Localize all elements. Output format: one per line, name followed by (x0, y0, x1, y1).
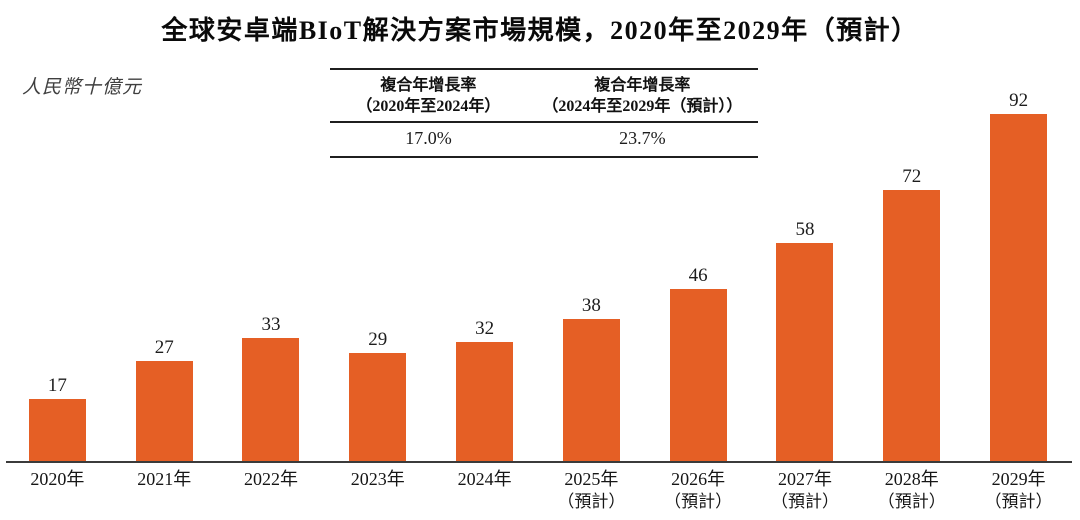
x-axis-year: 2024年 (457, 469, 512, 489)
x-axis-note: （預計） (984, 491, 1053, 511)
bar (456, 342, 514, 463)
cagr-table-mid-rule (330, 121, 758, 123)
bar (349, 353, 407, 463)
cagr-header-2020-2024: 複合年增長率 （2020年至2024年） (330, 75, 527, 117)
chart-column: 92 (965, 80, 1072, 463)
chart-column: 46 (645, 80, 752, 463)
y-axis-unit-label: 人民幣十億元 (22, 77, 143, 98)
cagr-table-value-row: 17.0% 23.7% (330, 123, 758, 157)
x-axis-year: 2025年 (564, 469, 619, 489)
chart-column: 38 (538, 80, 645, 463)
x-axis-label: 2027年 （預計） (752, 468, 859, 512)
cagr-value-2024-2029: 23.7% (619, 127, 666, 148)
x-axis-labels: 2020年 2021年 2022年 2023年 2024年 2025年 （預計） 2026年（… (4, 468, 1072, 512)
x-axis-year: 2022年 (243, 469, 298, 489)
x-axis-label: 2025年 （預計） (538, 468, 645, 512)
chart-column: 32 (431, 80, 538, 463)
bar (242, 338, 300, 463)
chart-column: 17 (4, 80, 111, 463)
bar (28, 399, 86, 463)
chart-column: 58 (752, 80, 859, 463)
x-axis-year: 2021年 (137, 469, 192, 489)
x-axis-note: （預計） (664, 491, 733, 511)
bar-value-label: 29 (368, 329, 388, 350)
x-axis-label: 2020年 (4, 468, 111, 512)
bar (669, 289, 727, 463)
x-axis-label: 2022年 (218, 468, 325, 512)
cagr-header-line1: 複合年增長率 (380, 77, 477, 94)
bar (135, 361, 193, 463)
chart-column: 27 (111, 80, 218, 463)
x-axis-label: 2023年 (324, 468, 431, 512)
cagr-header-line1: 複合年增長率 (594, 77, 691, 94)
x-axis-label: 2024年 (431, 468, 538, 512)
chart-column: 29 (324, 80, 431, 463)
bar-value-label: 58 (795, 219, 815, 240)
x-axis-year: 2028年 (884, 469, 939, 489)
x-axis-label: 2029年 （預計） (965, 468, 1072, 512)
cagr-table-header-row: 複合年增長率 （2020年至2024年） 複合年增長率 （2024年至2029年… (330, 70, 758, 121)
cagr-header-line2: （2020年至2024年） (356, 98, 501, 116)
bar (776, 243, 834, 463)
chart-title: 全球安卓端BIoT解決方案市場規模，2020年至2029年（預計） (161, 16, 919, 45)
bar-value-label: 92 (1009, 90, 1029, 111)
x-axis-year: 2026年 (671, 469, 726, 489)
chart-column: 33 (218, 80, 325, 463)
cagr-table: 複合年增長率 （2020年至2024年） 複合年增長率 （2024年至2029年… (330, 68, 758, 159)
cagr-header-2024-2029: 複合年增長率 （2024年至2029年（預計）） (527, 75, 758, 117)
bar-chart-plot-area: 17 27 33 29 32 38 46 58 72 92 (4, 80, 1072, 463)
chart-column: 72 (858, 80, 965, 463)
bar-value-label: 38 (581, 295, 601, 316)
x-axis-year: 2023年 (350, 469, 405, 489)
x-axis-label: 2026年 （預計） (645, 468, 752, 512)
x-axis-line (6, 461, 1072, 463)
x-axis-year: 2027年 (777, 469, 832, 489)
x-axis-note: （預計） (877, 491, 946, 511)
bar (562, 319, 620, 463)
x-axis-year: 2020年 (30, 469, 85, 489)
bar-value-label: 46 (688, 265, 708, 286)
cagr-header-line2: （2024年至2029年（預計）） (542, 98, 743, 116)
x-axis-note: （預計） (770, 491, 839, 511)
x-axis-note: （預計） (557, 491, 626, 511)
cagr-table-bottom-rule (330, 156, 758, 159)
x-axis-label: 2028年 （預計） (858, 468, 965, 512)
cagr-value-2020-2024: 17.0% (405, 127, 452, 148)
bar (990, 114, 1048, 463)
bar-value-label: 17 (47, 375, 67, 396)
x-axis-year: 2029年 (991, 469, 1046, 489)
bar-value-label: 27 (154, 337, 174, 358)
bar-value-label: 32 (475, 318, 495, 339)
bar-value-label: 33 (261, 314, 281, 335)
bar-value-label: 72 (902, 166, 922, 187)
x-axis-label: 2021年 (111, 468, 218, 512)
cagr-table-top-rule (330, 68, 758, 70)
bar (883, 190, 941, 463)
